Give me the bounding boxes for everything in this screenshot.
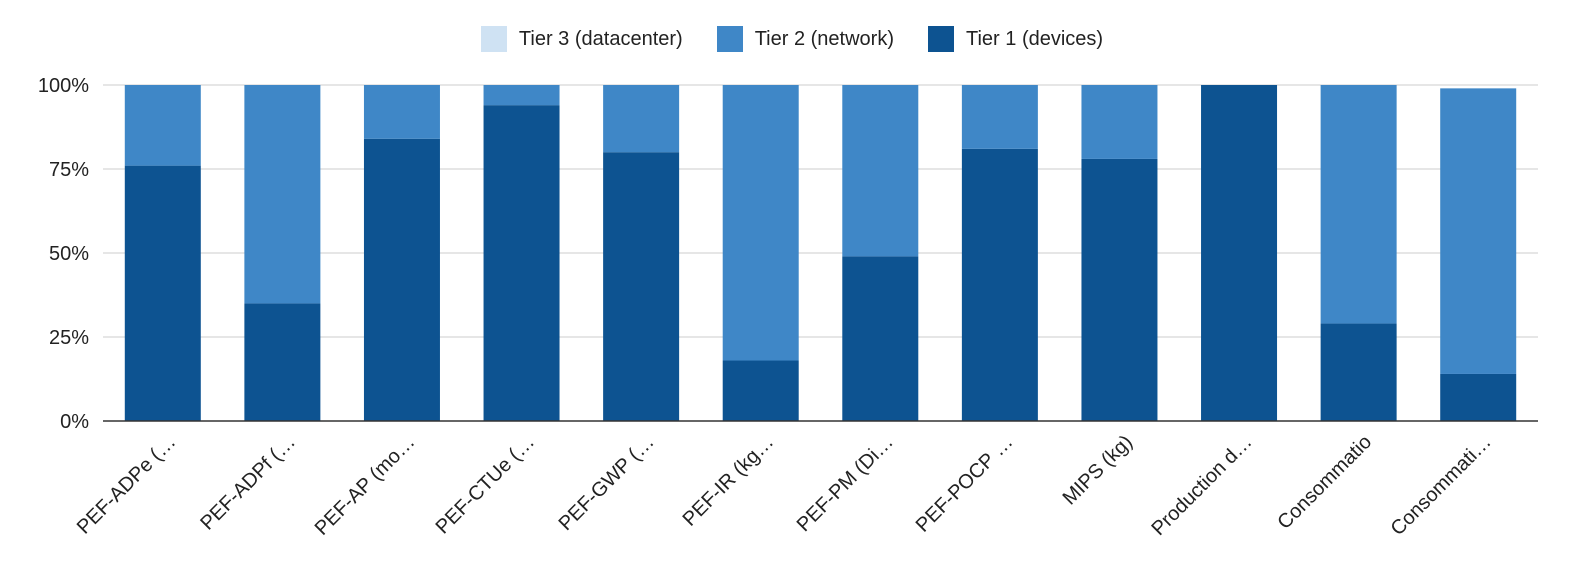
bar-segment [244, 85, 321, 304]
bar-segment [1201, 85, 1278, 421]
bar-segment [363, 85, 440, 139]
bar-segment [1081, 85, 1158, 159]
bar-segment [842, 256, 919, 421]
legend-item-tier2[interactable]: Tier 2 (network) [716, 26, 894, 52]
bar-segment [1320, 85, 1397, 324]
x-tick-label: PEF-POCP … [912, 431, 1018, 537]
bar-segment [244, 303, 321, 421]
y-tick-label: 100% [38, 75, 89, 97]
legend-label-tier1: Tier 1 (devices) [966, 27, 1104, 50]
legend-swatch-tier3 [480, 26, 507, 52]
bar-segment [1081, 158, 1158, 422]
bar-segment [363, 138, 440, 421]
bar-segment [483, 85, 560, 106]
x-tick-label: PEF-PM (Di… [793, 431, 898, 536]
y-tick-label: 50% [49, 243, 89, 265]
bar-segment [1320, 323, 1397, 421]
x-tick-label: Consommati… [1387, 431, 1496, 540]
x-tick-label: Consommatio [1273, 431, 1376, 534]
legend-label-tier2: Tier 2 (network) [754, 27, 894, 50]
bar-segment [722, 85, 799, 361]
y-tick-label: 25% [49, 327, 89, 349]
y-tick-label: 75% [49, 159, 89, 181]
bar-segment [842, 85, 919, 257]
bar-segment [124, 165, 201, 421]
x-tick-label: PEF-GWP (… [555, 431, 659, 535]
bar-segment [124, 85, 201, 166]
x-tick-label: PEF-CTUe (… [432, 431, 539, 538]
x-tick-label: PEF-ADPe (… [73, 431, 181, 539]
x-tick-label: MIPS (kg) [1059, 431, 1137, 509]
legend: Tier 3 (datacenter) Tier 2 (network) Tie… [0, 26, 1584, 52]
x-tick-label: PEF-AP (mo… [311, 431, 420, 540]
legend-item-tier3[interactable]: Tier 3 (datacenter) [480, 26, 683, 52]
legend-label-tier3: Tier 3 (datacenter) [518, 27, 683, 50]
bar-segment [483, 105, 560, 421]
legend-swatch-tier1 [928, 26, 954, 52]
bar-segment [1440, 373, 1517, 421]
bar-segment [603, 152, 680, 421]
x-tick-label: Production d… [1147, 431, 1256, 540]
y-tick-label: 0% [60, 411, 89, 433]
bar-segment [1440, 88, 1517, 374]
legend-item-tier1[interactable]: Tier 1 (devices) [928, 26, 1103, 52]
bar-segment [603, 85, 680, 153]
x-tick-label: PEF-ADPf (… [196, 431, 300, 535]
legend-swatch-tier2 [716, 26, 743, 52]
bar-segment [961, 148, 1038, 421]
x-tick-label: PEF-IR (kg… [679, 431, 779, 531]
bar-segment [722, 360, 799, 421]
bar-segment [961, 85, 1038, 149]
